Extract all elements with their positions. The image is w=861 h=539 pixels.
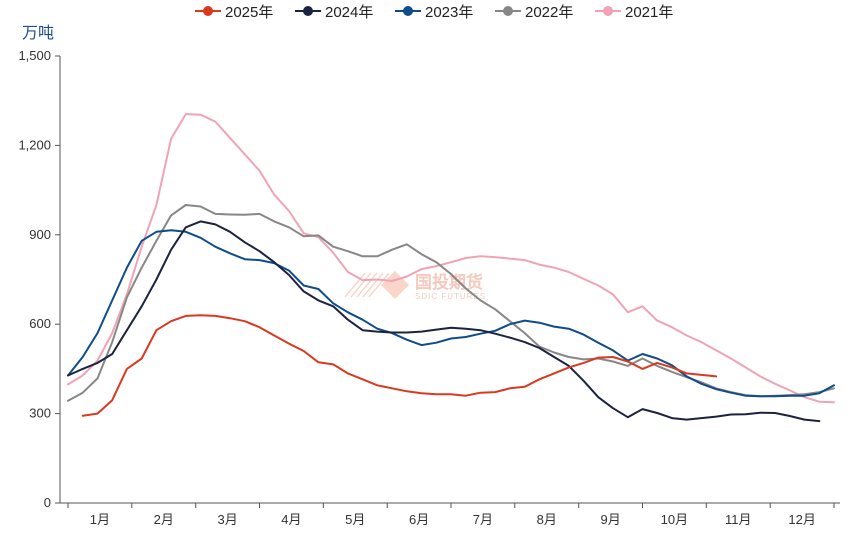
- x-tick-label: 5月: [345, 512, 365, 527]
- x-tick-label: 9月: [600, 512, 620, 527]
- watermark-name: 国投期货: [415, 272, 483, 292]
- legend: 2025年 2024年 2023年 2022年 2021年: [195, 4, 673, 21]
- legend-item: 2024年: [295, 4, 373, 21]
- legend-item: 2023年: [395, 4, 473, 21]
- legend-label: 2024年: [325, 4, 373, 21]
- x-tick-label: 3月: [217, 512, 237, 527]
- legend-marker: [403, 6, 413, 16]
- x-tick-label: 6月: [409, 512, 429, 527]
- x-tick-label: 2月: [154, 512, 174, 527]
- x-tick-label: 4月: [281, 512, 301, 527]
- watermark-stripe: [368, 272, 390, 298]
- legend-marker: [203, 6, 213, 16]
- x-tick-label: 8月: [537, 512, 557, 527]
- y-tick-label: 0: [44, 495, 51, 510]
- legend-marker: [603, 6, 613, 16]
- legend-label: 2023年: [425, 4, 473, 21]
- legend-item: 2021年: [595, 4, 673, 21]
- y-tick-label: 300: [29, 406, 51, 421]
- x-tick-label: 12月: [788, 512, 815, 527]
- x-tick-label: 7月: [473, 512, 493, 527]
- watermark-stripe: [356, 272, 378, 298]
- legend-marker: [303, 6, 313, 16]
- series-line-2022年: [67, 204, 835, 402]
- watermark-sub: SDIC FUTURES: [415, 292, 486, 301]
- legend-label: 2025年: [225, 4, 273, 21]
- series-line-2024年: [67, 220, 821, 423]
- y-tick-label: 900: [29, 227, 51, 242]
- axes: 0 300 600 900 1,200 1,500 1月 2月 3月 4月 5月 6月 7月 8月 9月 10…: [18, 48, 840, 527]
- legend-label: 2021年: [625, 4, 673, 21]
- watermark-stripe: [362, 272, 384, 298]
- watermark-logo-icon: [381, 271, 409, 299]
- legend-marker: [503, 6, 513, 16]
- y-tick-label: 1,500: [18, 48, 51, 63]
- legend-label: 2022年: [525, 4, 573, 21]
- watermark-stripe: [344, 272, 366, 298]
- series-line-2021年: [67, 113, 835, 404]
- legend-item: 2025年: [195, 4, 273, 21]
- x-tick-label: 1月: [90, 512, 110, 527]
- x-tick-label: 11月: [725, 512, 752, 527]
- y-tick-label: 600: [29, 316, 51, 331]
- series-layer: [67, 113, 835, 423]
- watermark-stripe: [350, 272, 372, 298]
- y-tick-label: 1,200: [18, 137, 51, 152]
- series-line-2023年: [67, 229, 835, 398]
- y-axis-label: 万吨: [22, 24, 54, 42]
- x-tick-label: 10月: [661, 512, 688, 527]
- legend-item: 2022年: [495, 4, 573, 21]
- series-line-2025年: [81, 314, 718, 417]
